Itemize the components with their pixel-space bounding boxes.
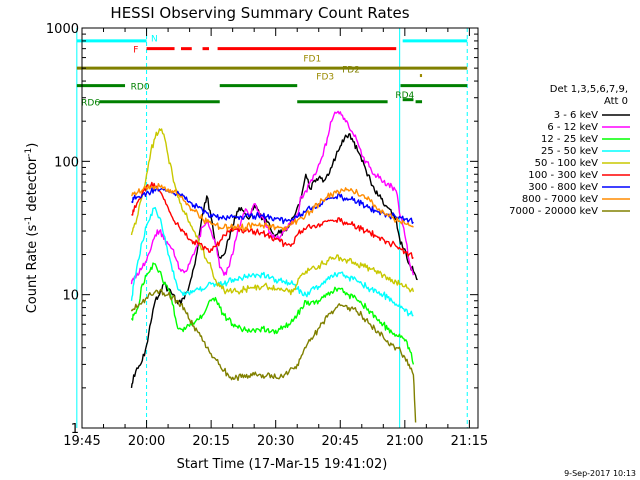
series-line-25-50-kev bbox=[130, 206, 414, 317]
timestamp: 9-Sep-2017 10:13 bbox=[564, 469, 636, 478]
flag-label-n: N bbox=[151, 34, 158, 44]
flag-label-rd4: RD4 bbox=[395, 91, 414, 101]
y-label-exponent-2: -1 bbox=[24, 148, 34, 157]
x-axis-label: Start Time (17-Mar-15 19:41:02) bbox=[177, 457, 388, 472]
legend-label-300-800-kev: 300 - 800 keV bbox=[528, 182, 598, 193]
axes: 1 10 100 1000 19:45 20:00 20:15 20:30 20:45 21:00… bbox=[46, 22, 488, 449]
series-line-12-25-kev bbox=[130, 262, 415, 365]
series-line-7000-20000-kev bbox=[130, 288, 417, 423]
y-tick-label: 100 bbox=[54, 155, 79, 170]
y-tick-label: 10 bbox=[62, 289, 79, 304]
legend-label-3-6-kev: 3 - 6 keV bbox=[554, 110, 598, 121]
x-tick-label: 20:00 bbox=[128, 434, 165, 449]
x-tick-label: 21:15 bbox=[451, 434, 488, 449]
flag-label-rd6: RD6 bbox=[81, 99, 100, 109]
flag-label-fd2: FD2 bbox=[342, 66, 360, 76]
legend-label-6-12-kev: 6 - 12 keV bbox=[547, 122, 598, 133]
x-tick-label: 20:45 bbox=[322, 434, 359, 449]
x-tick-label: 21:00 bbox=[386, 434, 423, 449]
series-line-100-300-kev bbox=[131, 181, 414, 259]
series-lines bbox=[130, 110, 418, 423]
x-tick-label: 20:30 bbox=[257, 434, 294, 449]
legend-label-12-25-kev: 12 - 25 keV bbox=[541, 134, 598, 145]
legend-label-800-7000-kev: 800 - 7000 keV bbox=[522, 194, 598, 205]
legend-label-7000-20000-kev: 7000 - 20000 keV bbox=[509, 206, 598, 217]
legend-header-line-2: Att 0 bbox=[604, 96, 628, 107]
legend-label-50-100-kev: 50 - 100 keV bbox=[535, 158, 599, 169]
legend-label-25-50-kev: 25 - 50 keV bbox=[541, 146, 598, 157]
legend-label-100-300-kev: 100 - 300 keV bbox=[528, 170, 598, 181]
flag-bars: N F FD1 FD2 FD3 RD0 RD4 RD6 bbox=[76, 34, 468, 109]
y-axis-label: Count Rate (s-1 detector-1) bbox=[24, 143, 40, 314]
flag-label-f: F bbox=[133, 46, 138, 56]
chart-title: HESSI Observing Summary Count Rates bbox=[110, 4, 409, 22]
flag-label-fd3: FD3 bbox=[316, 73, 334, 83]
y-tick-label: 1 bbox=[71, 422, 79, 437]
series-line-800-7000-kev bbox=[130, 182, 414, 232]
legend-header-line-1: Det 1,3,5,6,7,9, bbox=[550, 84, 628, 95]
x-tick-label: 20:15 bbox=[192, 434, 229, 449]
y-label-part-3: ) bbox=[25, 143, 40, 148]
series-line-50-100-kev bbox=[130, 128, 415, 296]
y-label-part-1: Count Rate (s bbox=[25, 225, 40, 314]
flag-label-rd0: RD0 bbox=[131, 83, 150, 93]
y-label-part-2: detector bbox=[25, 156, 40, 216]
series-line-6-12-kev bbox=[130, 110, 415, 285]
y-label-exponent-1: -1 bbox=[24, 216, 34, 225]
flag-label-fd1: FD1 bbox=[303, 55, 321, 65]
plot-frame bbox=[81, 27, 479, 429]
vertical-markers bbox=[76, 28, 468, 428]
y-tick-label: 1000 bbox=[46, 22, 79, 37]
x-tick-label: 19:45 bbox=[63, 434, 100, 449]
